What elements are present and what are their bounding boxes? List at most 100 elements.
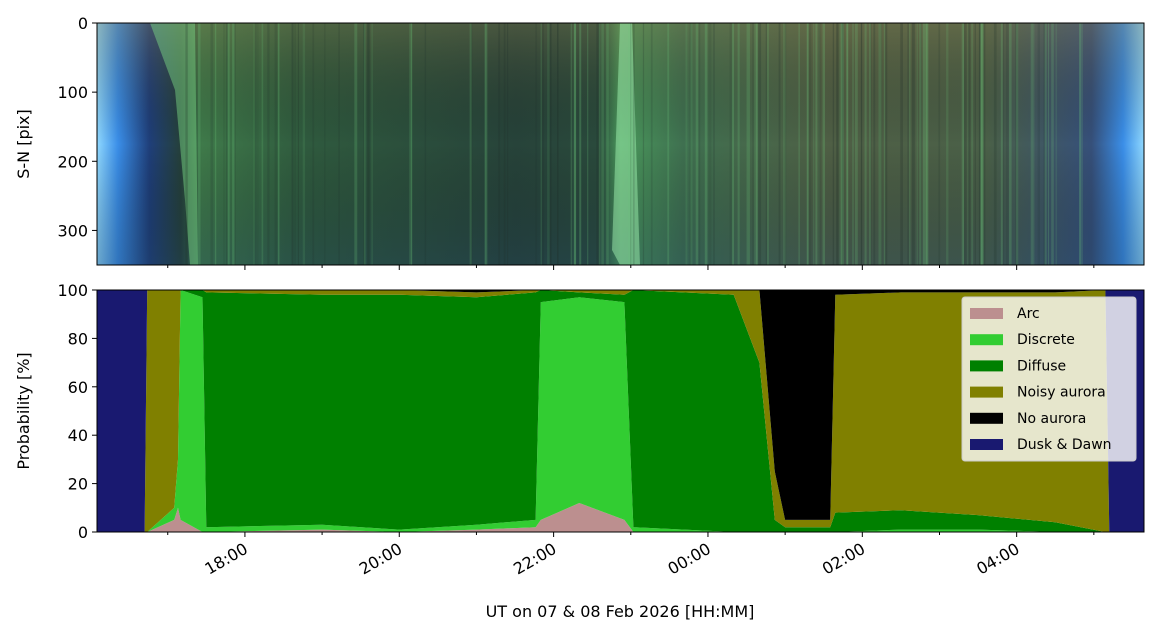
keogram-streak	[961, 23, 964, 265]
area-arc	[97, 503, 1144, 532]
keogram-streak	[916, 23, 919, 265]
keogram-streak	[746, 23, 750, 265]
keogram-streak	[808, 23, 812, 265]
keogram-streak	[297, 23, 299, 265]
keogram-streak	[598, 23, 601, 265]
keogram-streak	[338, 23, 340, 265]
keogram-streak	[291, 23, 294, 265]
keogram-streak	[909, 23, 911, 265]
keogram-streak	[979, 23, 983, 265]
keogram-streak	[363, 23, 365, 265]
y-tick-label: 0	[78, 523, 88, 542]
keogram-streak	[598, 23, 600, 265]
keogram-streak	[967, 23, 969, 265]
keogram-streak	[817, 23, 820, 265]
keogram-streak	[274, 23, 278, 265]
keogram-streak	[879, 23, 883, 265]
keogram-streak	[498, 23, 501, 265]
keogram-streak	[836, 23, 840, 265]
keogram-streak	[223, 23, 225, 265]
keogram-streak	[542, 23, 545, 265]
keogram-streak	[557, 23, 559, 265]
keogram-streak	[713, 23, 715, 265]
keogram-streak	[911, 23, 915, 265]
keogram-streak	[919, 23, 922, 265]
keogram-streak	[214, 23, 217, 265]
keogram-streak	[978, 23, 981, 265]
keogram-streak	[836, 23, 839, 265]
keogram-streak	[601, 23, 604, 265]
keogram-streak	[506, 23, 509, 265]
keogram-streak	[261, 23, 264, 265]
keogram-streak	[294, 23, 296, 265]
keogram-streak	[854, 23, 858, 265]
keogram-streak	[225, 23, 229, 265]
keogram-streak	[254, 23, 257, 265]
keogram-streak	[1081, 23, 1084, 265]
keogram-streak	[846, 23, 849, 265]
legend-box	[961, 296, 1137, 462]
keogram-streak	[570, 23, 573, 265]
legend-swatch	[970, 308, 1003, 319]
keogram-streak	[813, 23, 815, 265]
keogram-streak	[925, 23, 928, 265]
keogram-streak	[549, 23, 552, 265]
x-tick-label: 02:00	[819, 539, 868, 579]
keogram-streak	[963, 23, 967, 265]
legend-swatch	[970, 439, 1003, 450]
keogram-streak	[938, 23, 941, 265]
keogram-streak	[729, 23, 733, 265]
keogram-streak	[535, 23, 538, 265]
probability-frame	[96, 289, 1145, 533]
keogram-streak	[469, 23, 472, 265]
keogram-streak	[633, 23, 635, 265]
legend-label: Dusk & Dawn	[1017, 437, 1112, 453]
keogram-streak	[1005, 23, 1009, 265]
keogram-streak	[765, 23, 767, 265]
keogram-streaks	[185, 23, 1084, 265]
keogram-streak	[922, 23, 926, 265]
area-diffuse	[97, 290, 1144, 532]
keogram-streak	[484, 23, 487, 265]
legend-swatch	[970, 412, 1003, 424]
keogram-streak	[540, 23, 542, 265]
keogram-streak	[900, 23, 904, 265]
keogram-streak	[667, 23, 670, 265]
keogram-streak	[557, 23, 559, 265]
keogram-streak	[232, 23, 235, 265]
keogram-streak	[579, 23, 582, 265]
keogram-streak	[971, 23, 973, 265]
keogram-streak	[587, 23, 589, 265]
keogram-streak	[1055, 23, 1058, 265]
keogram-streak	[873, 23, 876, 265]
keogram-streak	[650, 23, 653, 265]
keogram-streak	[817, 23, 821, 265]
keogram-streak	[839, 23, 843, 265]
x-tick-label: 04:00	[973, 539, 1022, 579]
area-noisy-aurora	[97, 290, 1144, 532]
keogram-streak	[861, 23, 863, 265]
x-tick-label: 22:00	[510, 539, 559, 579]
keogram-bright-arc	[150, 23, 198, 265]
bottom-y-axis-label: Probability [%]	[14, 352, 33, 469]
keogram-panel: 0 100 200 300 S-N [pix]	[14, 14, 1145, 270]
keogram-streak	[946, 23, 949, 265]
keogram-streak	[363, 23, 365, 265]
top-y-ticks: 0 100 200 300	[57, 14, 97, 240]
keogram-streak	[832, 23, 835, 265]
bottom-y-ticks: 0 20 40 60 80 100	[57, 281, 97, 542]
keogram-streak	[629, 23, 632, 265]
keogram-streak	[860, 23, 862, 265]
x-tick-label: 20:00	[356, 539, 405, 579]
keogram-streak	[628, 23, 631, 265]
keogram-streak	[841, 23, 844, 265]
keogram-streak	[547, 23, 550, 265]
keogram-streak	[606, 23, 609, 265]
keogram-streak	[993, 23, 997, 265]
keogram-streak	[1030, 23, 1033, 265]
keogram-streak	[1051, 23, 1054, 265]
keogram-streak	[690, 23, 693, 265]
keogram-streak	[1043, 23, 1045, 265]
keogram-streak	[1009, 23, 1012, 265]
keogram-streak	[257, 23, 259, 265]
